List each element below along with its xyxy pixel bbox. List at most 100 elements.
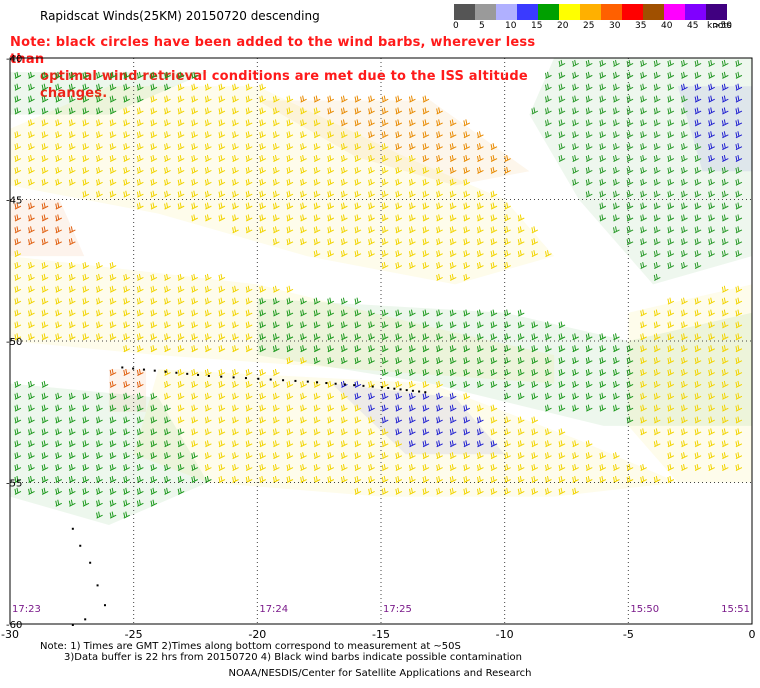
wind-barb [572,178,579,186]
wind-barb [164,202,171,210]
wind-barb [476,202,484,210]
wind-barb [191,452,199,460]
wind-barb [531,452,539,460]
wind-barb [626,143,634,151]
wind-barb [368,404,375,412]
wind-barb [694,392,702,400]
wind-barb [476,440,484,448]
wind-barb [354,166,362,174]
wind-barb [218,392,226,400]
wind-barb [136,107,144,115]
wind-barb [55,404,62,412]
wind-barb [191,333,199,341]
wind-barb [381,380,389,388]
wind-barb [150,297,158,305]
wind-barb [232,226,239,234]
wind-barb [41,107,49,115]
wind-barb [395,178,403,186]
color-scale-bar [454,4,727,20]
wind-barb [204,416,212,424]
wind-barb [109,95,117,103]
wind-barb [436,321,443,329]
wind-barb [531,357,539,365]
wind-barb [164,71,171,79]
wind-barb [381,440,389,448]
wind-barb [232,333,239,341]
wind-region-green-east [529,58,752,285]
wind-barb [68,273,76,281]
wind-barb [395,440,403,448]
wind-region-orange-west-mid [108,369,147,412]
wind-barb [558,428,566,436]
wind-barb [259,368,267,376]
wind-barb [381,226,389,234]
wind-barb [490,154,498,163]
wind-barb [232,321,239,329]
wind-barb [694,297,702,305]
wind-barb [640,190,647,198]
contamination-marker [334,382,337,385]
wind-barb [640,309,647,317]
wind-barb [28,392,35,400]
wind-barb [449,250,457,258]
contamination-marker [387,386,390,389]
wind-barb [191,131,199,139]
wind-barb [681,107,688,115]
wind-barb [68,238,76,246]
wind-barb [327,202,335,210]
wind-barb [204,285,212,293]
wind-barb [585,333,593,341]
wind-barb [436,107,443,115]
wind-barb [613,404,620,412]
wind-barb [41,404,49,412]
wind-barb [232,440,239,448]
wind-barb [218,475,226,483]
wind-barb [82,428,90,436]
wind-barb [721,107,729,115]
wind-barb [572,119,579,127]
wind-barb [109,511,117,519]
wind-barb [232,309,239,317]
wind-barb [599,143,607,151]
wind-barb [667,166,675,174]
wind-barb [340,131,348,139]
wind-barb [14,428,22,436]
wind-barb [286,321,294,329]
wind-barb [694,202,702,210]
wind-barb [681,119,688,127]
wind-barb [667,95,675,103]
wind-barb [286,357,294,365]
wind-barb [313,464,321,472]
wind-barb [531,250,539,258]
wind-barb [204,202,212,210]
wind-barb [735,83,743,91]
wind-barb [626,226,634,234]
wind-barb [531,416,539,424]
wind-barb [177,71,185,79]
wind-barb [381,428,389,436]
wind-barb [123,95,130,103]
wind-barb [613,59,620,67]
wind-barb [41,297,49,305]
wind-region-green-south [10,383,208,525]
wind-barb [490,440,498,448]
wind-barb [259,452,267,460]
wind-barb [667,416,675,424]
wind-barb [28,166,35,174]
wind-barb [681,166,688,174]
wind-barb [55,95,62,103]
wind-barb [544,392,552,400]
wind-barb [14,333,22,341]
wind-barb [544,131,552,139]
wind-barb [463,487,471,495]
wind-barb [449,452,457,460]
wind-barb [463,178,471,186]
wind-barb [272,202,280,210]
wind-barb [300,333,307,341]
wind-barb [653,309,661,317]
wind-barb [653,250,661,258]
wind-barb [381,119,389,127]
wind-barb [123,107,130,115]
wind-barb [177,404,185,412]
wind-barb [681,154,688,163]
